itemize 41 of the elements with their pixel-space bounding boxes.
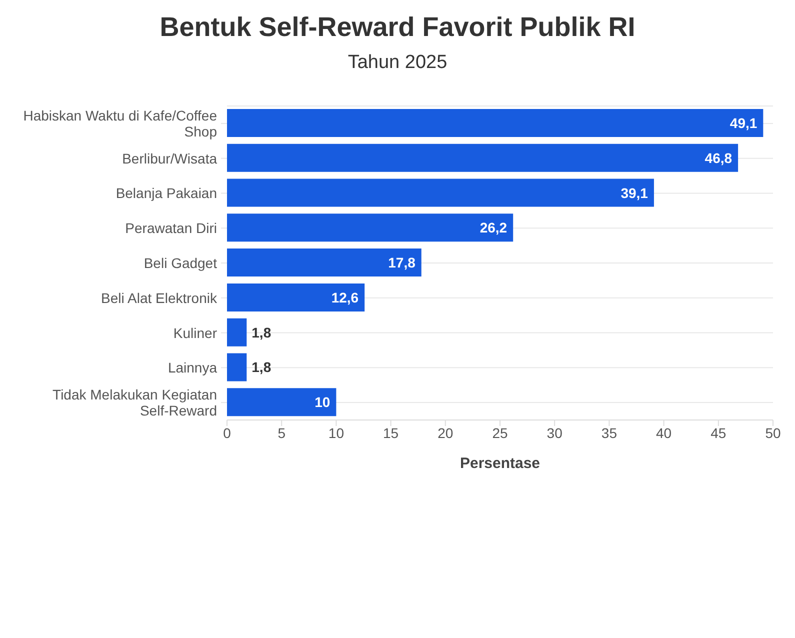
x-tick-label: 0 <box>223 424 232 441</box>
x-tick-label: 25 <box>492 424 508 441</box>
x-tick-label: 5 <box>278 424 286 441</box>
chart-subtitle: Tahun 2025 <box>346 52 448 74</box>
x-tick-label: 50 <box>765 424 781 441</box>
bar <box>227 109 764 137</box>
y-tick-label: Belanja Pakaian <box>116 185 217 202</box>
bar <box>227 214 514 242</box>
bar <box>227 178 654 207</box>
bar <box>227 388 336 416</box>
x-tick-label: 10 <box>328 424 344 441</box>
data-label: 49,1 <box>730 115 758 131</box>
data-label: 1,8 <box>252 359 272 376</box>
bar <box>227 248 422 277</box>
x-tick-label: 20 <box>438 424 454 441</box>
x-tick-label: 30 <box>546 424 563 441</box>
bar <box>227 353 247 382</box>
y-tick-label: Beli Gadget <box>144 255 218 271</box>
y-tick-label: Lainnya <box>168 360 218 376</box>
x-tick-label: 15 <box>383 424 399 441</box>
y-tick-label: Perawatan Diri <box>125 220 217 236</box>
data-label: 26,2 <box>480 220 508 236</box>
bar <box>227 318 247 346</box>
y-tick-label: Habiskan Waktu di Kafe/Coffee Shop <box>23 107 218 140</box>
data-label: 1,8 <box>252 324 272 340</box>
y-tick-label: Kuliner <box>173 324 218 341</box>
bar <box>227 144 738 172</box>
data-label: 10 <box>314 394 330 410</box>
data-label: 17,8 <box>388 254 416 271</box>
data-label: 39,1 <box>620 184 648 201</box>
y-tick-label: Beli Alat Elektronik <box>101 290 218 306</box>
x-tick-label: 45 <box>710 424 726 441</box>
x-tick-label: 40 <box>656 424 672 441</box>
data-label: 46,8 <box>704 150 732 166</box>
y-tick-label: Berlibur/Wisata <box>122 150 218 166</box>
x-axis-title: Persentase <box>458 455 542 472</box>
chart-title: Bentuk Self-Reward Favorit Publik RI <box>158 12 636 43</box>
bar <box>227 283 365 312</box>
data-label: 12,6 <box>331 289 359 306</box>
y-tick-label: Tidak Melakukan Kegiatan Self-Reward <box>52 386 217 419</box>
x-tick-label: 35 <box>601 424 618 441</box>
